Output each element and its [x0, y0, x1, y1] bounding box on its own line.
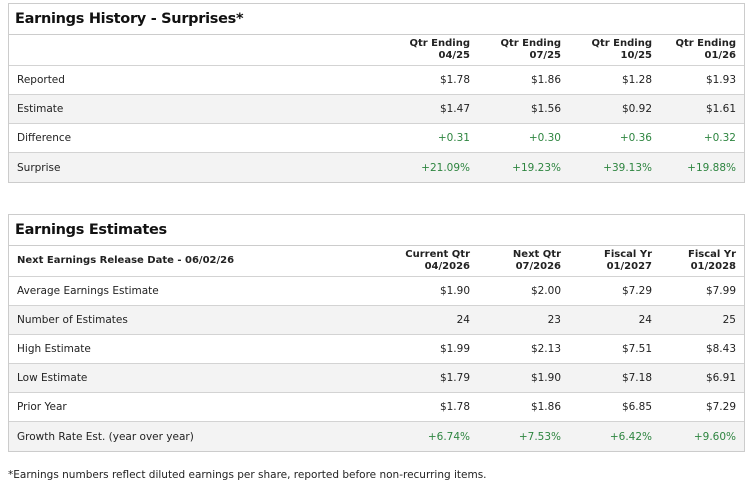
- column-header: Current Qtr 04/2026: [379, 249, 470, 273]
- column-header-line2: 07/2026: [515, 261, 561, 272]
- column-header-line1: Fiscal Yr: [604, 249, 652, 260]
- value-cell: $1.61: [705, 103, 736, 115]
- table-row: Difference +0.31 +0.30 +0.36 +0.32: [9, 124, 744, 153]
- table-row: Average Earnings Estimate $1.90 $2.00 $7.29…: [9, 277, 744, 306]
- value-cell: +6.74%: [427, 430, 470, 443]
- earnings-estimates-table: Earnings Estimates Next Earnings Release…: [8, 214, 745, 452]
- value-cell: $7.29: [705, 401, 736, 413]
- value-cell: $1.28: [621, 74, 652, 86]
- value-cell: $1.56: [530, 103, 561, 115]
- row-label: Low Estimate: [17, 372, 88, 384]
- value-cell: +39.13%: [603, 161, 652, 174]
- table-row: Low Estimate $1.79 $1.90 $7.18 $6.91: [9, 364, 744, 393]
- value-cell: +19.23%: [512, 161, 561, 174]
- column-header-line2: 01/2027: [606, 261, 652, 272]
- table-row: Prior Year $1.78 $1.86 $6.85 $7.29: [9, 393, 744, 422]
- value-cell: $2.00: [530, 285, 561, 297]
- column-header: Fiscal Yr 01/2028: [652, 249, 744, 273]
- column-header: Qtr Ending 10/25: [561, 38, 652, 62]
- value-cell: $8.43: [705, 343, 736, 355]
- value-cell: $1.47: [439, 103, 470, 115]
- row-label: Growth Rate Est. (year over year): [17, 430, 194, 443]
- row-label: Number of Estimates: [17, 314, 128, 326]
- value-cell: 25: [722, 314, 736, 326]
- value-cell: $1.99: [439, 343, 470, 355]
- value-cell: +0.30: [528, 132, 561, 144]
- value-cell: +0.36: [619, 132, 652, 144]
- value-cell: +6.42%: [609, 430, 652, 443]
- table-row: Surprise +21.09% +19.23% +39.13% +19.88%: [9, 153, 744, 182]
- value-cell: $1.78: [439, 74, 470, 86]
- column-header-line2: 07/25: [529, 50, 561, 61]
- value-cell: 24: [638, 314, 652, 326]
- row-label: Surprise: [17, 161, 61, 174]
- column-header-line2: 04/2026: [424, 261, 470, 272]
- value-cell: $1.90: [530, 372, 561, 384]
- column-header: Qtr Ending 01/26: [652, 38, 744, 62]
- earnings-history-table: Earnings History - Surprises* Qtr Ending…: [8, 3, 745, 183]
- value-cell: $1.93: [705, 74, 736, 86]
- value-cell: $6.91: [705, 372, 736, 384]
- table-row: Growth Rate Est. (year over year) +6.74% +…: [9, 422, 744, 451]
- value-cell: +7.53%: [518, 430, 561, 443]
- value-cell: $2.13: [530, 343, 561, 355]
- value-cell: +9.60%: [693, 430, 736, 443]
- row-label: Prior Year: [17, 401, 67, 413]
- value-cell: $7.51: [621, 343, 652, 355]
- value-cell: $0.92: [621, 103, 652, 115]
- column-header-line1: Qtr Ending: [675, 38, 736, 49]
- table-row: Reported $1.78 $1.86 $1.28 $1.93: [9, 66, 744, 95]
- column-header-line2: 01/2028: [690, 261, 736, 272]
- column-header-line1: Qtr Ending: [409, 38, 470, 49]
- value-cell: $7.99: [705, 285, 736, 297]
- column-header: Qtr Ending 04/25: [379, 38, 470, 62]
- header-row: Next Earnings Release Date - 06/02/26 Cur…: [9, 246, 744, 277]
- value-cell: $1.86: [530, 401, 561, 413]
- row-label: Reported: [17, 74, 65, 86]
- column-header-line1: Fiscal Yr: [688, 249, 736, 260]
- table-row: Estimate $1.47 $1.56 $0.92 $1.61: [9, 95, 744, 124]
- row-label: Difference: [17, 132, 72, 144]
- value-cell: $1.78: [439, 401, 470, 413]
- column-header-line1: Qtr Ending: [500, 38, 561, 49]
- value-cell: $7.18: [621, 372, 652, 384]
- row-label: Average Earnings Estimate: [17, 285, 159, 297]
- column-header: Qtr Ending 07/25: [470, 38, 561, 62]
- table-title: Earnings Estimates: [9, 215, 744, 246]
- value-cell: +21.09%: [421, 161, 470, 174]
- table-row: High Estimate $1.99 $2.13 $7.51 $8.43: [9, 335, 744, 364]
- header-label: Next Earnings Release Date - 06/02/26: [17, 255, 235, 266]
- value-cell: $6.85: [621, 401, 652, 413]
- value-cell: $1.90: [439, 285, 470, 297]
- column-header-line2: 10/25: [620, 50, 652, 61]
- column-header-line2: 04/25: [438, 50, 470, 61]
- value-cell: +19.88%: [687, 161, 736, 174]
- row-label: Estimate: [17, 103, 64, 115]
- column-header-line1: Qtr Ending: [591, 38, 652, 49]
- value-cell: $1.79: [439, 372, 470, 384]
- value-cell: $1.86: [530, 74, 561, 86]
- value-cell: $7.29: [621, 285, 652, 297]
- row-label: High Estimate: [17, 343, 91, 355]
- footnote: *Earnings numbers reflect diluted earnin…: [8, 469, 487, 481]
- value-cell: 24: [456, 314, 470, 326]
- column-header: Fiscal Yr 01/2027: [561, 249, 652, 273]
- header-row: Qtr Ending 04/25 Qtr Ending 07/25 Qtr Ending…: [9, 35, 744, 66]
- table-row: Number of Estimates 24 23 24 25: [9, 306, 744, 335]
- table-title: Earnings History - Surprises*: [9, 4, 744, 35]
- column-header-line1: Current Qtr: [405, 249, 470, 260]
- value-cell: +0.32: [703, 132, 736, 144]
- value-cell: +0.31: [437, 132, 470, 144]
- value-cell: 23: [547, 314, 561, 326]
- column-header: Next Qtr 07/2026: [470, 249, 561, 273]
- column-header-line2: 01/26: [704, 50, 736, 61]
- column-header-line1: Next Qtr: [512, 249, 561, 260]
